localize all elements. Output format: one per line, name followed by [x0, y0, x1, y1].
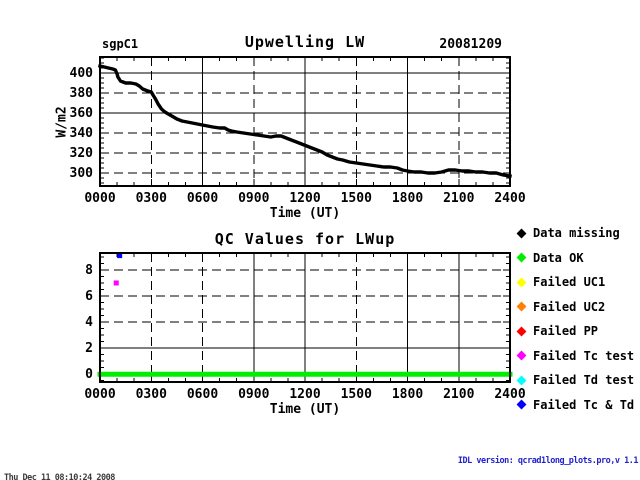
- y-tick-label: 2: [85, 341, 93, 356]
- legend-diamond-icon: [516, 399, 527, 410]
- legend-item-label: Failed UC1: [533, 275, 606, 289]
- plot-box: [99, 56, 511, 187]
- y-tick-label: 8: [85, 263, 93, 278]
- plot-box: [99, 252, 511, 383]
- lwup-plot: 0000 0300 0600 0900 1200 1500 1800 2100 2400 300 3…: [70, 56, 526, 206]
- legend-diamond-icon: [516, 277, 527, 287]
- y-tick-label: 4: [85, 315, 93, 330]
- qc-data-point: [113, 280, 119, 286]
- y-tick-label: 300: [70, 166, 94, 181]
- legend-item: Data missing: [516, 222, 620, 244]
- legend-item-label: Failed Td test: [533, 373, 635, 387]
- legend-item-label: Data missing: [533, 226, 620, 240]
- x-tick-label: 0000: [84, 191, 115, 206]
- site-label: sgpC1: [102, 37, 139, 51]
- x-tick-label: 1500: [341, 387, 372, 402]
- y-tick-label: 320: [70, 146, 94, 161]
- y-tick-label: 6: [85, 289, 93, 304]
- legend-diamond-icon: [516, 301, 527, 312]
- legend-item: Failed UC1: [516, 271, 606, 293]
- series-line: [97, 63, 512, 178]
- legend-diamond-icon: [516, 350, 527, 361]
- legend-item-label: Failed Tc test: [533, 348, 635, 363]
- footer-idl-version: IDL version: qcrad1long_plots.pro,v 1.1: [457, 456, 639, 467]
- footer-left-block: Thu Dec 11 08:10:24 2008 Battelle Pacifi…: [4, 441, 318, 480]
- legend-item-label: Failed UC2: [533, 299, 606, 314]
- legend-item-label: Data OK: [533, 250, 584, 265]
- legend-item-label: Failed Tc & Td: [533, 397, 635, 412]
- lw-x-axis-label: Time (UT): [269, 206, 341, 221]
- qc-data-point: [117, 253, 123, 259]
- legend-item: Data OK: [516, 247, 584, 269]
- legend-diamond-icon: [516, 228, 527, 238]
- legend-item: Failed Tc & Td: [516, 394, 635, 416]
- x-tick-label: 0300: [136, 387, 167, 402]
- y-tick-label: 360: [70, 106, 94, 121]
- x-tick-label: 0000: [84, 387, 115, 402]
- x-tick-label: 1500: [341, 191, 372, 206]
- x-tick-label: 1200: [289, 191, 320, 206]
- legend-item: Failed Td test: [516, 369, 635, 391]
- legend-item-label: Failed PP: [533, 324, 599, 338]
- x-tick-label: 1800: [392, 387, 423, 402]
- footer-generated-timestamp: Thu Dec 11 08:10:24 2008: [4, 473, 115, 480]
- qc-plot: 0000 0300 0600 0900 1200 1500 1800 2100 2400 0 2 4 6…: [84, 252, 526, 402]
- x-tick-label: 1200: [289, 387, 320, 402]
- legend-item: Failed PP: [516, 320, 599, 342]
- legend-diamond-icon: [516, 326, 527, 336]
- qc-x-axis-label: Time (UT): [269, 402, 341, 417]
- legend-diamond-icon: [516, 375, 527, 385]
- x-tick-label: 2400: [494, 191, 525, 206]
- x-tick-label: 0900: [238, 191, 269, 206]
- legend-item: Failed Tc test: [516, 345, 635, 367]
- qc-plot-title: QC Values for LWup: [214, 230, 396, 248]
- y-tick-label: 340: [70, 126, 94, 141]
- x-tick-label: 1800: [392, 191, 423, 206]
- x-tick-label: 2400: [494, 387, 525, 402]
- x-tick-label: 0300: [136, 191, 167, 206]
- legend-item: Failed UC2: [516, 296, 606, 318]
- x-tick-label: 0600: [187, 387, 218, 402]
- x-tick-label: 2100: [443, 191, 474, 206]
- lw-y-axis-label: W/m2: [54, 106, 70, 138]
- x-tick-label: 2100: [443, 387, 474, 402]
- footer-version-block: IDL version: qcrad1long_plots.pro,v 1.1 …: [398, 440, 639, 480]
- x-tick-label: 0900: [238, 387, 269, 402]
- x-tick-label: 0600: [187, 191, 218, 206]
- y-tick-label: 400: [70, 66, 94, 81]
- legend-diamond-icon: [516, 252, 527, 263]
- y-tick-label: 0: [85, 367, 93, 382]
- plot-date-label: 20081209: [439, 37, 502, 52]
- y-tick-label: 380: [70, 86, 94, 101]
- lw-plot-title: Upwelling LW: [244, 33, 366, 51]
